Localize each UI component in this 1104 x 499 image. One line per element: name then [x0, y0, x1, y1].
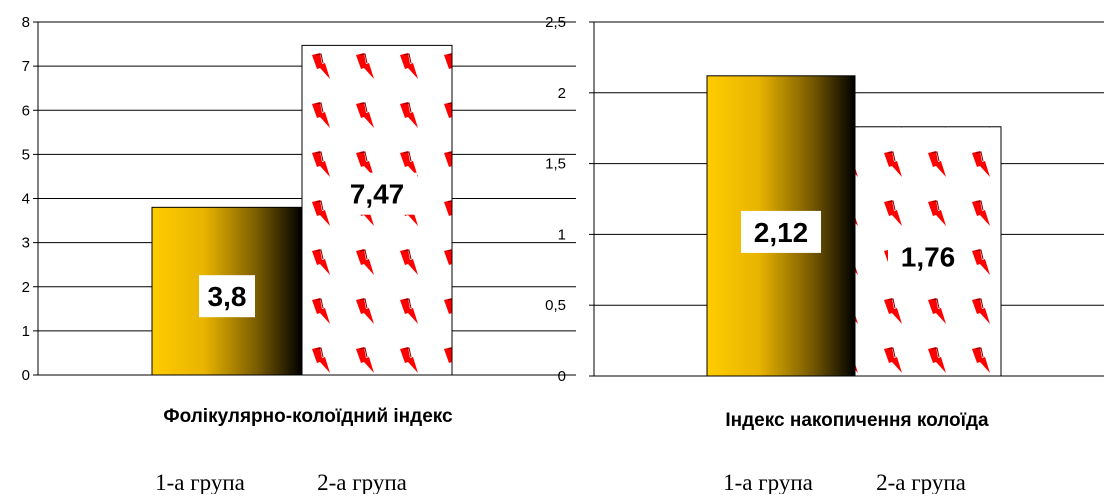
- chart-1-group: 0 1 2 3 4 5 6 7 8 3,8 7,47 Фолікулярно-колоїдний …: [22, 14, 576, 495]
- chart-2-legend-group-1: 1-а група: [723, 470, 813, 494]
- chart-1-tick-labels: 0 1 2 3 4 5 6 7 8: [22, 14, 30, 384]
- y-tick-label: 2: [558, 85, 566, 102]
- chart-2-group: 0 0,5 1 1,5 2 2,5 2,12 1,76 Індекс накопичення…: [545, 14, 1104, 495]
- y-tick-label: 3: [22, 235, 30, 252]
- y-tick-label: 2: [22, 279, 30, 296]
- data-label-box: [741, 210, 821, 253]
- y-tick-label: 0: [22, 367, 30, 384]
- chart-1-y-axis: [33, 21, 39, 376]
- y-tick-label: 1: [558, 226, 566, 243]
- y-tick-label: 7: [22, 58, 30, 75]
- data-label: 7,47: [350, 179, 405, 210]
- data-label: 2,12: [754, 217, 809, 248]
- y-tick-label: 5: [22, 146, 30, 163]
- chart-1-legend-group-1: 1-а група: [155, 470, 245, 494]
- chart-2-tick-labels: 0 0,5 1 1,5 2 2,5: [545, 14, 566, 385]
- chart-1-title: Фолікулярно-колоїдний індекс: [163, 406, 453, 427]
- y-tick-label: 1,5: [545, 156, 566, 173]
- chart-2-legend-group-2: 2-а група: [876, 470, 966, 494]
- chart-1-data-labels: 3,8 7,47: [199, 172, 417, 318]
- data-label-box: [337, 172, 417, 215]
- y-tick-label: 4: [22, 191, 30, 208]
- y-tick-label: 0: [558, 368, 566, 385]
- chart-1-legend-group-2: 2-а група: [317, 470, 407, 494]
- data-label: 3,8: [208, 281, 247, 312]
- y-tick-label: 8: [22, 14, 30, 31]
- data-label-box: [888, 235, 968, 278]
- chart-2-y-axis: [589, 21, 595, 377]
- chart-2-data-labels: 2,12 1,76: [741, 210, 968, 278]
- chart-2-title: Індекс накопичення колоїда: [725, 410, 989, 431]
- data-label: 1,76: [901, 241, 956, 272]
- y-tick-label: 1: [22, 323, 30, 340]
- y-tick-label: 2,5: [545, 14, 566, 31]
- y-tick-label: 6: [22, 102, 30, 119]
- y-tick-label: 0,5: [545, 297, 566, 314]
- data-label-box: [199, 275, 255, 318]
